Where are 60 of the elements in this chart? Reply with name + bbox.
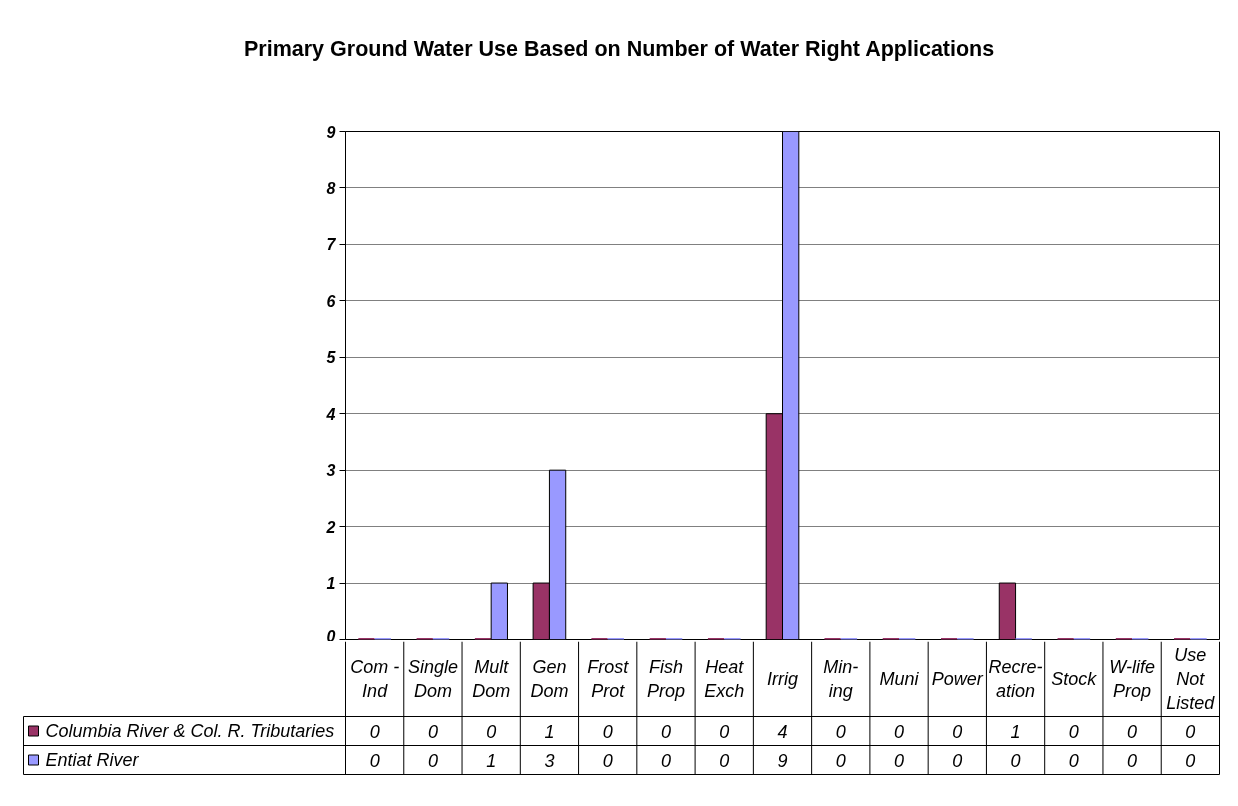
y-tick-label: 8 xyxy=(326,179,336,197)
data-label: 0 xyxy=(1068,750,1079,771)
x-tick-label: Heat Exch xyxy=(704,657,745,701)
data-label: 9 xyxy=(777,750,788,771)
x-tick-label: Use Not Listed xyxy=(1166,645,1216,713)
data-label: 0 xyxy=(602,721,613,742)
y-tick-label: 5 xyxy=(326,349,337,367)
data-label: 0 xyxy=(1127,750,1138,771)
bar xyxy=(998,582,1017,640)
y-tick-label: 1 xyxy=(326,575,336,593)
y-tick-label: 2 xyxy=(325,518,336,536)
y-tick-label: 3 xyxy=(326,462,336,480)
data-label: 0 xyxy=(486,721,497,742)
x-tick-label: Gen Dom xyxy=(530,657,569,701)
data-label: 1 xyxy=(544,721,555,742)
data-label: 0 xyxy=(835,721,846,742)
x-tick-label: W-life Prop xyxy=(1109,657,1155,701)
x-tick-label: Irrig xyxy=(767,669,798,689)
data-label: 0 xyxy=(952,750,963,771)
legend-label: Entiat River xyxy=(45,750,140,770)
y-tick-label: 0 xyxy=(326,627,336,645)
x-tick-label: Stock xyxy=(1051,669,1098,689)
y-tick-label: 7 xyxy=(326,236,337,254)
data-label: 0 xyxy=(660,721,671,742)
data-label: 0 xyxy=(602,750,613,771)
x-tick-label: Muni xyxy=(879,669,920,689)
x-tick-label: Power xyxy=(931,669,984,689)
x-tick-label: Min- ing xyxy=(823,657,859,701)
data-label: 0 xyxy=(660,750,671,771)
y-tick-label: 9 xyxy=(326,123,336,141)
data-label: 0 xyxy=(369,750,380,771)
data-label: 0 xyxy=(952,721,963,742)
data-label: 3 xyxy=(544,750,555,771)
data-label: 0 xyxy=(1185,721,1196,742)
y-tick-label: 6 xyxy=(326,292,336,310)
bar xyxy=(490,582,508,640)
data-label: 0 xyxy=(894,721,905,742)
data-label: 0 xyxy=(427,750,438,771)
data-label: 4 xyxy=(777,721,788,742)
chart-title: Primary Ground Water Use Based on Number of Water Right Applications xyxy=(244,36,995,61)
data-label: 1 xyxy=(1010,721,1021,742)
x-tick-label: Fish Prop xyxy=(646,657,685,701)
x-tick-label: Single Dom xyxy=(407,657,458,701)
data-label: 0 xyxy=(1127,721,1138,742)
legend-label: Columbia River & Col. R. Tributaries xyxy=(45,721,335,741)
x-tick-label: Com - Ind xyxy=(350,657,400,701)
x-tick-label: Frost Prot xyxy=(587,657,630,701)
data-label: 1 xyxy=(486,750,497,771)
data-label: 0 xyxy=(1010,750,1021,771)
data-label: 0 xyxy=(719,721,730,742)
y-tick-label: 4 xyxy=(325,405,336,423)
data-label: 0 xyxy=(835,750,846,771)
data-label: 0 xyxy=(427,721,438,742)
data-label: 0 xyxy=(1185,750,1196,771)
data-label: 0 xyxy=(369,721,380,742)
data-label: 0 xyxy=(1068,721,1079,742)
data-label: 0 xyxy=(719,750,730,771)
x-tick-label: Mult Dom xyxy=(472,657,511,701)
x-tick-label: Recre- ation xyxy=(988,657,1043,701)
data-label: 0 xyxy=(894,750,905,771)
